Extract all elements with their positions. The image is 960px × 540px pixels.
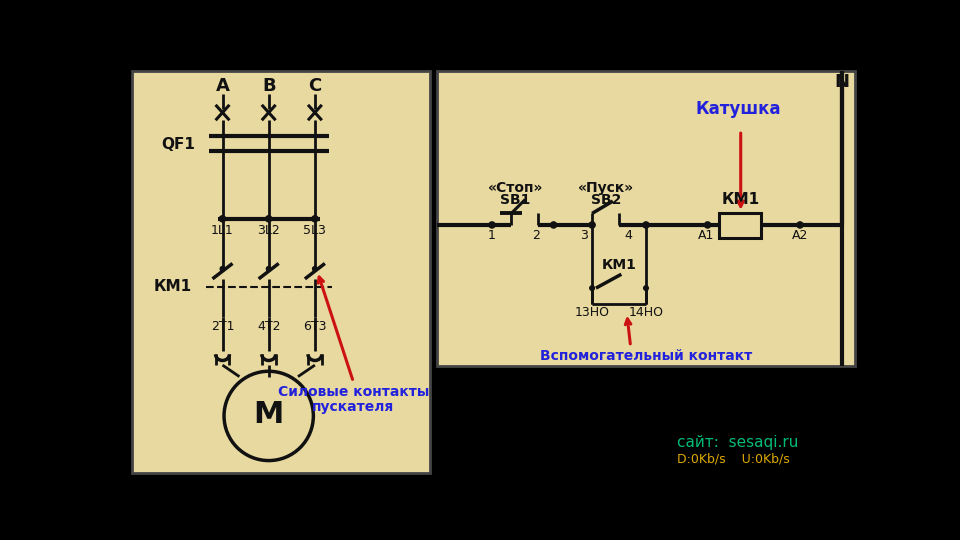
Text: «Пуск»: «Пуск»: [578, 181, 634, 195]
Text: 1L1: 1L1: [211, 224, 234, 237]
Text: 5L3: 5L3: [303, 224, 326, 237]
Text: A2: A2: [792, 230, 808, 242]
Circle shape: [797, 222, 804, 228]
Text: 6T3: 6T3: [303, 320, 326, 333]
Circle shape: [266, 215, 272, 222]
Text: 3: 3: [581, 230, 588, 242]
Text: Силовые контакты: Силовые контакты: [277, 385, 429, 399]
Circle shape: [220, 215, 226, 222]
Text: N: N: [835, 73, 850, 91]
Bar: [132, 71, 430, 473]
Text: 2T1: 2T1: [211, 320, 234, 333]
Text: 4T2: 4T2: [257, 320, 280, 333]
Circle shape: [589, 222, 595, 228]
Circle shape: [312, 215, 318, 222]
Text: 14НО: 14НО: [629, 306, 663, 319]
Text: КМ1: КМ1: [602, 258, 636, 272]
Text: 3L2: 3L2: [257, 224, 280, 237]
Circle shape: [589, 286, 594, 291]
Text: 13НО: 13НО: [575, 306, 610, 319]
Text: 2: 2: [532, 230, 540, 242]
Text: «Стоп»: «Стоп»: [488, 181, 542, 195]
Text: 1: 1: [488, 230, 496, 242]
Text: SB2: SB2: [590, 193, 621, 207]
Text: A: A: [216, 77, 229, 96]
Text: 4: 4: [624, 230, 633, 242]
Text: SB1: SB1: [500, 193, 530, 207]
Text: Катушка: Катушка: [696, 100, 781, 118]
Text: D:0Kb/s    U:0Kb/s: D:0Kb/s U:0Kb/s: [677, 453, 789, 465]
Text: C: C: [308, 77, 322, 96]
Circle shape: [313, 267, 317, 271]
Circle shape: [220, 267, 225, 271]
Bar: [437, 71, 854, 366]
Text: КМ1: КМ1: [722, 192, 759, 207]
Text: пускателя: пускателя: [312, 401, 395, 415]
Circle shape: [550, 222, 557, 228]
Circle shape: [266, 267, 271, 271]
Text: КМ1: КМ1: [154, 279, 192, 294]
Circle shape: [644, 286, 648, 291]
Text: M: M: [253, 400, 284, 429]
Bar: [719, 213, 761, 238]
Text: Вспомогательный контакт: Вспомогательный контакт: [540, 349, 752, 363]
Circle shape: [643, 222, 649, 228]
Circle shape: [489, 222, 495, 228]
Text: A1: A1: [698, 230, 714, 242]
Circle shape: [705, 222, 710, 228]
Text: B: B: [262, 77, 276, 96]
Text: сайт:  sesaqi.ru: сайт: sesaqi.ru: [677, 435, 798, 450]
Text: QF1: QF1: [161, 137, 196, 152]
